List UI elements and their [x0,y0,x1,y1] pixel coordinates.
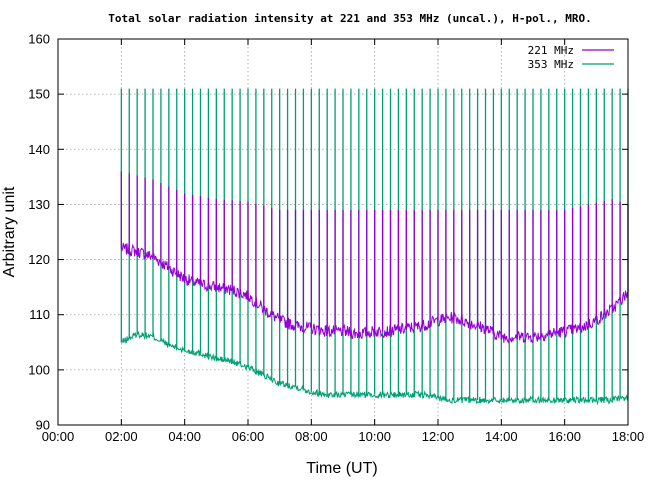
x-tick-label: 18:00 [612,429,645,444]
chart-title: Total solar radiation intensity at 221 a… [108,12,591,25]
y-axis: 90 100 110 120 130 140 150 160 [28,32,628,433]
y-tick-label: 140 [28,142,50,157]
y-axis-label: Arbitrary unit [1,186,18,277]
legend-label: 353 MHz [528,58,574,71]
x-tick-label: 14:00 [485,429,518,444]
x-tick-label: 00:00 [42,429,75,444]
series-layer [120,88,629,406]
y-tick-label: 160 [28,32,50,47]
y-tick-label: 150 [28,87,50,102]
x-axis: 00:00 02:00 04:00 06:00 08:00 10:00 12:00 14:00… [42,39,645,444]
y-tick-label: 110 [29,307,50,322]
x-tick-label: 12:00 [422,429,455,444]
x-tick-label: 08:00 [295,429,328,444]
legend-label: 221 MHz [528,44,574,57]
x-tick-label: 10:00 [358,429,391,444]
x-tick-label: 02:00 [105,429,138,444]
x-tick-label: 06:00 [232,429,265,444]
x-tick-label: 04:00 [168,429,201,444]
y-tick-label: 120 [28,252,50,267]
plot-frame [57,38,629,426]
x-axis-label: Time (UT) [306,460,377,477]
y-tick-label: 100 [28,362,50,377]
y-tick-label: 90 [36,418,50,433]
series-line-353mhz [120,331,628,406]
x-tick-label: 16:00 [548,429,581,444]
y-tick-label: 130 [28,197,50,212]
series-line-221mhz [120,242,628,344]
